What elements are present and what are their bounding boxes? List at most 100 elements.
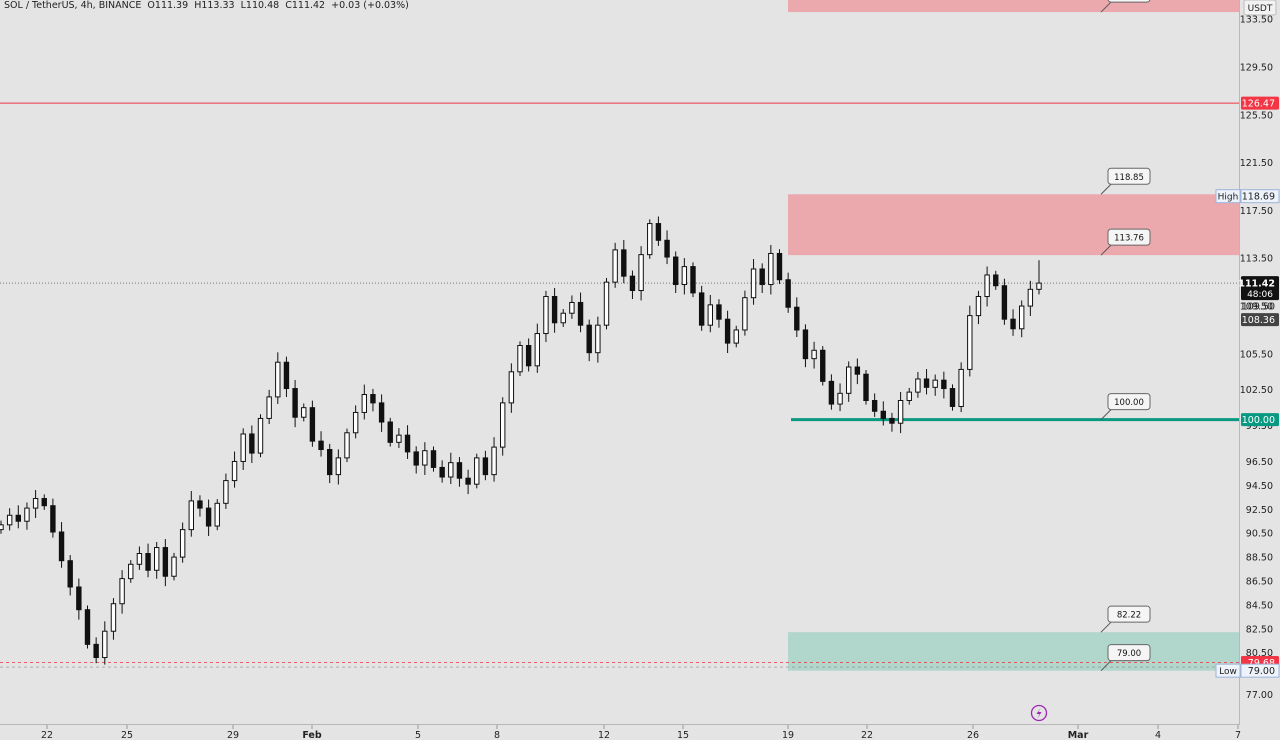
candle-up[interactable]: [603, 281, 610, 326]
symbol-label[interactable]: SOL / TetherUS, 4h, BINANCE: [4, 0, 142, 11]
callout-box[interactable]: [1107, 0, 1151, 3]
candle-down[interactable]: [854, 366, 861, 375]
candle-up[interactable]: [707, 304, 713, 326]
red-line-price-badge[interactable]: [1241, 96, 1279, 110]
candle-up[interactable]: [560, 312, 566, 324]
candle-up[interactable]: [768, 252, 774, 286]
candle-down[interactable]: [387, 421, 393, 443]
candle-up[interactable]: [569, 301, 575, 314]
candle-up[interactable]: [231, 460, 238, 482]
candle-up[interactable]: [932, 379, 938, 388]
candle-up[interactable]: [846, 366, 852, 394]
candle-up[interactable]: [534, 333, 540, 367]
support-zone-3[interactable]: [788, 632, 1240, 671]
candle-up[interactable]: [136, 553, 143, 565]
candle-down[interactable]: [785, 279, 791, 308]
candle-down[interactable]: [802, 329, 809, 360]
candle-down[interactable]: [776, 252, 783, 281]
candle-down[interactable]: [145, 553, 151, 571]
candle-up[interactable]: [638, 254, 644, 292]
candle-up[interactable]: [915, 378, 921, 393]
candle-down[interactable]: [949, 388, 956, 407]
candle-down[interactable]: [655, 223, 662, 241]
candle-up[interactable]: [1036, 282, 1042, 290]
candle-down[interactable]: [629, 275, 636, 292]
candle-down[interactable]: [941, 379, 947, 390]
candle-down[interactable]: [370, 394, 376, 404]
currency-button[interactable]: USDT: [1243, 0, 1277, 16]
candle-up[interactable]: [750, 268, 757, 299]
candle-up[interactable]: [6, 514, 13, 526]
candle-down[interactable]: [309, 407, 316, 442]
candle-down[interactable]: [923, 378, 930, 388]
candle-down[interactable]: [413, 451, 419, 466]
candle-up[interactable]: [0, 524, 4, 531]
candle-down[interactable]: [327, 449, 333, 476]
candle-down[interactable]: [93, 643, 99, 659]
callout-box[interactable]: [1107, 167, 1151, 185]
candle-down[interactable]: [525, 345, 532, 367]
candle-up[interactable]: [595, 324, 601, 354]
candle-up[interactable]: [897, 399, 904, 424]
candle-up[interactable]: [1027, 288, 1034, 307]
candle-down[interactable]: [41, 498, 47, 507]
candle-down[interactable]: [205, 507, 212, 527]
candle-up[interactable]: [179, 529, 186, 558]
callout-box[interactable]: [1107, 605, 1151, 623]
candle-up[interactable]: [214, 502, 220, 527]
candle-down[interactable]: [430, 450, 437, 468]
candle-down[interactable]: [456, 462, 463, 479]
candle-up[interactable]: [119, 578, 125, 605]
candle-down[interactable]: [586, 324, 592, 354]
candle-up[interactable]: [958, 368, 964, 407]
candle-up[interactable]: [984, 274, 990, 297]
candle-down[interactable]: [871, 399, 878, 412]
candle-up[interactable]: [811, 349, 817, 360]
candle-down[interactable]: [724, 318, 731, 344]
callout-box[interactable]: [1107, 228, 1151, 246]
candle-down[interactable]: [249, 433, 255, 454]
candle-down[interactable]: [50, 505, 56, 533]
candle-down[interactable]: [58, 531, 65, 562]
candle-down[interactable]: [820, 349, 826, 382]
candle-down[interactable]: [759, 268, 765, 286]
candle-up[interactable]: [517, 345, 523, 373]
candle-up[interactable]: [681, 266, 688, 286]
candle-down[interactable]: [577, 301, 584, 326]
candle-down[interactable]: [863, 373, 869, 401]
candle-down[interactable]: [1010, 318, 1016, 330]
candle-up[interactable]: [240, 433, 246, 462]
candle-down[interactable]: [1001, 285, 1008, 320]
candle-down[interactable]: [551, 295, 558, 324]
candle-up[interactable]: [422, 450, 428, 466]
candle-down[interactable]: [673, 256, 679, 286]
candle-up[interactable]: [448, 462, 454, 478]
callout-box[interactable]: [1107, 644, 1151, 662]
candle-down[interactable]: [76, 586, 82, 611]
last-price-badge[interactable]: [1241, 276, 1279, 301]
candle-up[interactable]: [733, 329, 739, 344]
candle-up[interactable]: [975, 295, 982, 317]
callout-box[interactable]: [1107, 393, 1151, 411]
candle-up[interactable]: [171, 556, 177, 577]
candle-down[interactable]: [404, 434, 411, 453]
candle-up[interactable]: [154, 547, 160, 571]
candle-down[interactable]: [292, 388, 298, 418]
candle-down[interactable]: [690, 266, 696, 294]
candle-down[interactable]: [378, 402, 385, 423]
candle-down[interactable]: [698, 292, 705, 326]
lightning-icon[interactable]: [1030, 704, 1048, 722]
candle-up[interactable]: [32, 498, 39, 509]
candle-down[interactable]: [664, 239, 670, 258]
candle-up[interactable]: [396, 434, 402, 443]
candle-up[interactable]: [335, 457, 342, 476]
candle-up[interactable]: [352, 411, 359, 434]
candle-up[interactable]: [128, 563, 134, 580]
candle-down[interactable]: [67, 560, 73, 588]
candle-up[interactable]: [301, 407, 307, 418]
candle-down[interactable]: [162, 547, 169, 577]
candle-up[interactable]: [266, 396, 272, 419]
candle-down[interactable]: [716, 304, 722, 320]
candle-down[interactable]: [828, 380, 835, 405]
